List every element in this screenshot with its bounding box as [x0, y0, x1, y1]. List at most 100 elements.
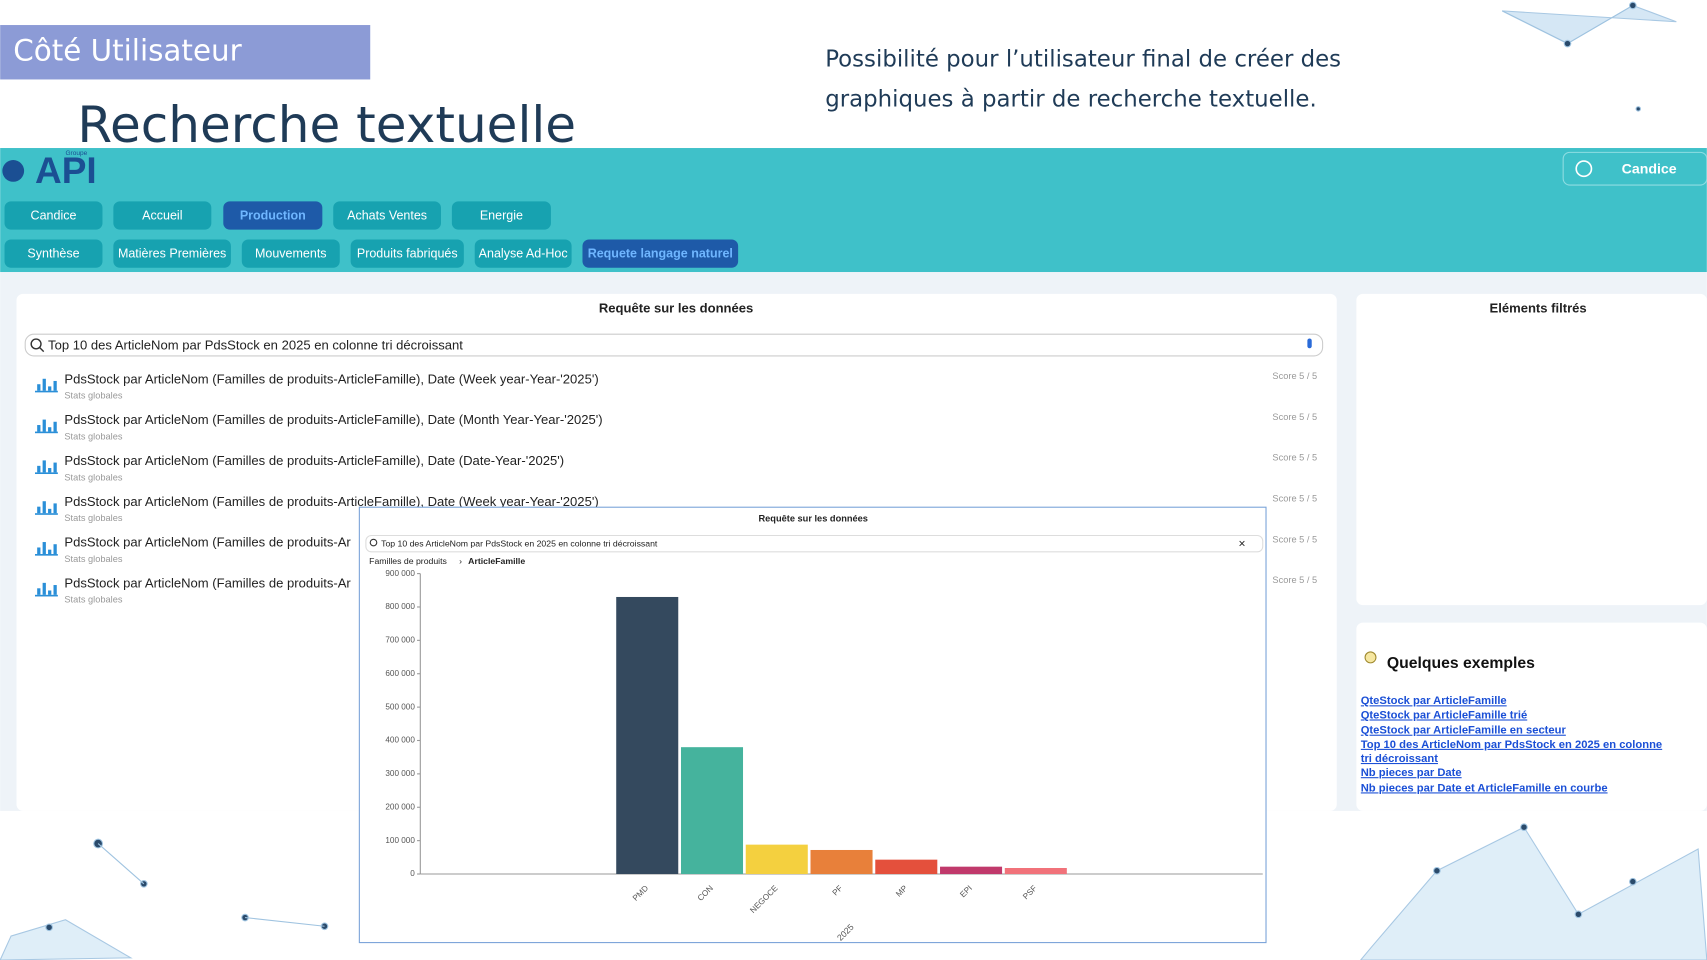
nav-button[interactable]	[113, 201, 212, 230]
chart-icon	[42, 542, 46, 555]
chart-icon	[48, 549, 52, 555]
query-panel-title: Requête sur les données	[599, 301, 753, 316]
chart-icon	[53, 380, 57, 391]
search-box[interactable]	[24, 333, 1324, 357]
y-tick-label: 300 000	[385, 769, 415, 778]
logo-mark	[2, 160, 25, 182]
y-tick-label: 900 000	[385, 569, 415, 578]
nav-button[interactable]	[582, 239, 739, 268]
result-title[interactable]: PdsStock par ArticleNom (Familles de pro…	[64, 371, 598, 386]
result-title[interactable]: PdsStock par ArticleNom (Familles de pro…	[64, 412, 602, 427]
filter-panel-title: Eléments filtrés	[1490, 301, 1587, 316]
popup-title: Requête sur les données	[758, 514, 868, 524]
user-name[interactable]: Candice	[1622, 161, 1677, 177]
result-score: Score 5 / 5	[1272, 534, 1317, 544]
nav-label[interactable]: Achats Ventes	[347, 208, 427, 222]
example-link[interactable]: Nb pieces par Date	[1360, 767, 1462, 780]
chart-icon	[42, 501, 46, 514]
nav-button[interactable]	[223, 201, 323, 230]
clear-icon[interactable]: ×	[1239, 536, 1246, 550]
mic-icon[interactable]	[1307, 338, 1312, 349]
example-link[interactable]: QteStock par ArticleFamille trié	[1360, 709, 1528, 722]
bar[interactable]	[745, 844, 808, 875]
breadcrumb-sep: ›	[459, 556, 462, 566]
user-icon	[1575, 160, 1593, 178]
example-link[interactable]: QteStock par ArticleFamille en secteur	[1360, 724, 1566, 737]
nav-button[interactable]	[4, 201, 103, 230]
search-query[interactable]: Top 10 des ArticleNom par PdsStock en 20…	[48, 338, 463, 353]
nav-label[interactable]: Mouvements	[255, 246, 327, 260]
filter-panel	[1356, 293, 1707, 606]
nav-button[interactable]	[241, 239, 340, 268]
section-label: Côté Utilisateur	[13, 34, 242, 68]
chart-icon	[37, 588, 41, 595]
result-title[interactable]: PdsStock par ArticleNom (Familles de pro…	[64, 494, 598, 509]
result-score: Score 5 / 5	[1272, 453, 1317, 463]
examples-panel	[1356, 622, 1707, 811]
popup-search[interactable]	[365, 534, 1264, 553]
result-subtitle: Stats globales	[64, 391, 122, 401]
nav-label[interactable]: Energie	[480, 208, 523, 222]
nav-label[interactable]: Matières Premières	[118, 246, 226, 260]
nav-label[interactable]: Accueil	[142, 208, 182, 222]
nav-label[interactable]: Candice	[31, 208, 77, 222]
y-tick-label: 200 000	[385, 802, 415, 811]
section-label-bg	[0, 25, 371, 80]
breadcrumb-item[interactable]: Familles de produits	[369, 556, 447, 566]
result-subtitle: Stats globales	[64, 513, 122, 523]
result-title[interactable]: PdsStock par ArticleNom (Familles de pro…	[64, 453, 564, 468]
chart-icon	[48, 386, 52, 391]
chart-icon	[34, 513, 58, 515]
bar[interactable]	[940, 866, 1003, 875]
nav-label[interactable]: Synthèse	[27, 246, 79, 260]
description-box: Possibilité pour l’utilisateur final de …	[825, 45, 1342, 113]
result-score: Score 5 / 5	[1272, 371, 1317, 381]
nav-button[interactable]	[113, 239, 231, 268]
result-subtitle: Stats globales	[64, 431, 122, 441]
result-subtitle: Stats globales	[64, 472, 122, 482]
bar[interactable]	[810, 849, 873, 875]
chart-icon	[42, 378, 46, 391]
chart-icon	[34, 431, 58, 434]
chart-icon	[48, 468, 52, 473]
chart-icon	[37, 547, 41, 555]
nav-button[interactable]	[350, 239, 464, 268]
chart-icon	[34, 594, 58, 597]
result-title[interactable]: PdsStock par ArticleNom (Familles de pro…	[64, 575, 351, 590]
nav-label[interactable]: Produits fabriqués	[357, 246, 458, 260]
y-tick-label: 100 000	[385, 836, 415, 845]
description: Possibilité pour l’utilisateur final de …	[825, 45, 1342, 113]
nav-button[interactable]	[333, 201, 441, 230]
breadcrumb-item: ArticleFamille	[468, 556, 525, 566]
bar[interactable]	[680, 747, 744, 875]
y-tick-label: 700 000	[385, 636, 415, 645]
nav-label[interactable]: Production	[240, 208, 306, 222]
nav-button[interactable]	[4, 239, 103, 268]
example-link[interactable]: QteStock par ArticleFamille	[1360, 695, 1507, 708]
examples-title: Quelques exemples	[1387, 655, 1535, 672]
bar[interactable]	[616, 596, 679, 875]
chart-icon	[37, 425, 41, 432]
nav-label[interactable]: Requete langage naturel	[588, 246, 733, 260]
y-tick-label: 400 000	[385, 736, 415, 745]
nav-button[interactable]	[451, 201, 551, 230]
chart-icon	[37, 465, 41, 473]
search-icon	[38, 346, 45, 353]
nav-label[interactable]: Analyse Ad-Hoc	[479, 246, 568, 260]
examples-list: QteStock par ArticleFamille QteStock par …	[1361, 694, 1677, 795]
page-title: Recherche textuelle	[77, 96, 576, 154]
example-link[interactable]: Nb pieces par Date et ArticleFamille en …	[1360, 782, 1608, 795]
result-subtitle: Stats globales	[64, 554, 122, 564]
example-link[interactable]: Top 10 des ArticleNom par PdsStock en 20…	[1360, 738, 1663, 766]
y-tick-label: 600 000	[385, 669, 415, 678]
nav-button[interactable]	[474, 239, 572, 268]
result-title[interactable]: PdsStock par ArticleNom (Familles de pro…	[64, 535, 351, 550]
bar[interactable]	[1004, 868, 1067, 875]
chart-icon	[42, 460, 46, 473]
bar[interactable]	[875, 859, 938, 875]
chart-icon	[53, 503, 57, 514]
popup-query[interactable]: Top 10 des ArticleNom par PdsStock en 20…	[381, 539, 658, 549]
